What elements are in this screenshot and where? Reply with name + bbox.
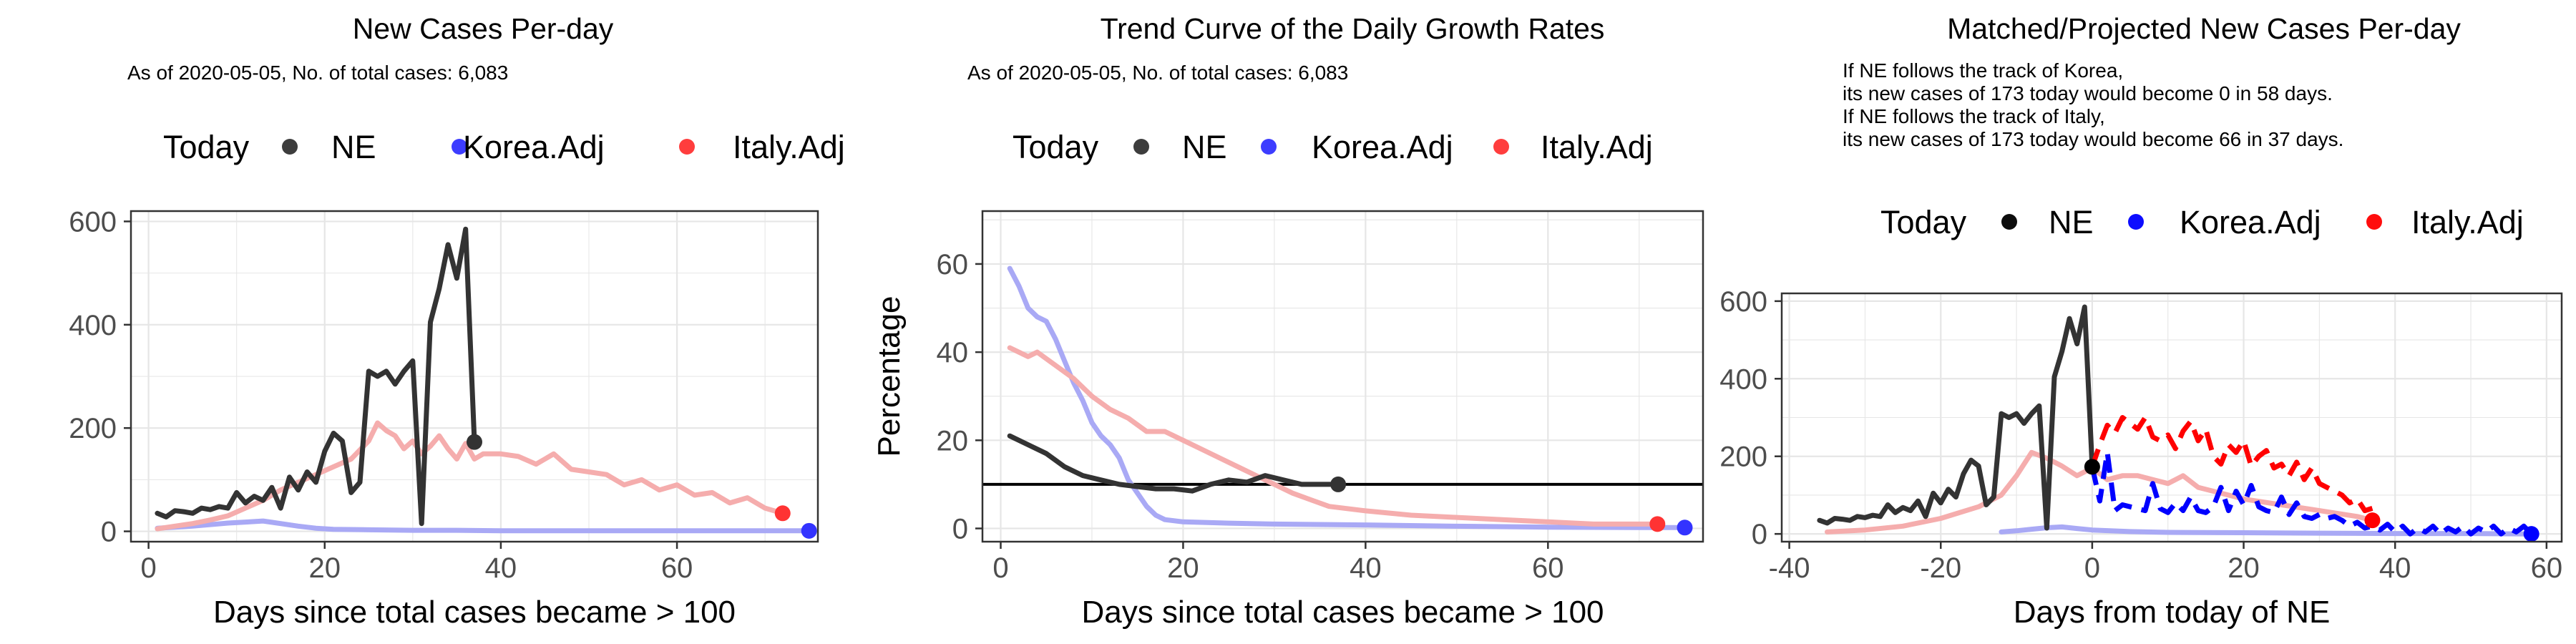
chart-title: New Cases Per-day	[353, 12, 614, 45]
chart-subtitle: As of 2020-05-05, No. of total cases: 6,…	[967, 62, 1348, 84]
x-tick-label: 0	[140, 552, 156, 584]
y-tick-label: 0	[1752, 519, 1767, 550]
x-axis-title: Days since total cases became > 100	[1081, 595, 1604, 630]
legend-label: NE	[2049, 204, 2094, 240]
legend-label: Korea.Adj	[2180, 204, 2321, 240]
panel-border	[1780, 292, 2563, 543]
x-tick-label: 20	[309, 552, 341, 584]
today-marker-italy-adj	[2364, 512, 2381, 529]
legend-label: Korea.Adj	[463, 129, 605, 165]
y-tick-label: 20	[937, 425, 969, 457]
series-line-ne	[155, 226, 477, 527]
legend-marker	[2366, 214, 2382, 230]
projection-note: If NE follows the track of Italy,	[1843, 105, 2105, 127]
x-tick-label: 40	[2379, 552, 2411, 584]
legend-label: Korea.Adj	[1312, 129, 1453, 165]
series-line-ne	[1007, 433, 1341, 494]
series-line-korea-adj-projected-	[2089, 449, 2534, 537]
series-line-italy-adj	[155, 420, 786, 532]
today-marker-italy-adj	[1649, 516, 1666, 532]
series-line-italy-adj-projected-	[2089, 415, 2373, 514]
today-marker-ne	[2084, 459, 2100, 475]
projection-note: If NE follows the track of Korea,	[1843, 59, 2123, 82]
x-tick-label: 40	[485, 552, 517, 584]
y-tick-label: 400	[1719, 364, 1767, 395]
legend-title: Today	[163, 129, 250, 165]
x-tick-label: 60	[1532, 552, 1564, 584]
legend-label: Italy.Adj	[2411, 204, 2524, 240]
legend-marker	[679, 139, 695, 155]
y-tick-label: 0	[952, 514, 968, 545]
y-tick-label: 600	[69, 206, 117, 238]
x-tick-label: -40	[1769, 552, 1810, 584]
y-tick-label: 400	[69, 310, 117, 341]
series-line-italy-adj	[1007, 345, 1660, 527]
grid	[982, 211, 1703, 542]
legend-marker	[452, 139, 467, 155]
chart-title: Trend Curve of the Daily Growth Rates	[1101, 12, 1605, 45]
series-group	[1817, 304, 2534, 537]
x-axis-title: Days since total cases became > 100	[213, 595, 736, 630]
x-tick-label: 0	[2084, 552, 2100, 584]
legend-title: Today	[1880, 204, 1967, 240]
y-tick-label: 200	[69, 413, 117, 444]
series-line-korea-adj	[155, 518, 812, 534]
series-group	[155, 226, 812, 534]
series-group	[1007, 265, 1687, 530]
legend-marker	[1493, 139, 1509, 155]
legend-marker	[2128, 214, 2144, 230]
today-marker-korea-adj	[1677, 519, 1693, 536]
panel-border	[981, 210, 1704, 543]
today-marker-korea-adj	[2523, 526, 2540, 542]
legend-label: NE	[331, 129, 376, 165]
legend-title: Today	[1013, 129, 1099, 165]
x-tick-label: 0	[992, 552, 1008, 584]
series-line-korea-adj-matched-	[1999, 524, 2534, 537]
y-tick-label: 600	[1719, 286, 1767, 318]
legend-marker	[1261, 139, 1277, 155]
y-axis-title: Percentage	[872, 296, 907, 457]
y-tick-label: 0	[101, 517, 117, 548]
x-tick-label: 60	[2531, 552, 2563, 584]
y-tick-label: 40	[937, 337, 969, 369]
x-tick-label: 60	[661, 552, 693, 584]
y-tick-label: 200	[1719, 441, 1767, 473]
legend-marker	[282, 139, 298, 155]
legend-label: Italy.Adj	[733, 129, 845, 165]
x-tick-label: -20	[1920, 552, 1961, 584]
today-marker-ne	[467, 434, 482, 450]
legend-marker	[2001, 214, 2017, 230]
today-marker-ne	[1330, 476, 1347, 492]
today-marker-italy-adj	[774, 505, 791, 522]
panel-border	[130, 210, 819, 543]
series-line-ne	[1817, 304, 2095, 531]
legend-marker	[1133, 139, 1149, 155]
x-tick-label: 20	[1167, 552, 1199, 584]
legend-label: NE	[1182, 129, 1227, 165]
legend-label: Italy.Adj	[1541, 129, 1653, 165]
chart-subtitle: As of 2020-05-05, No. of total cases: 6,…	[127, 62, 508, 84]
series-line-korea-adj	[1007, 265, 1687, 530]
y-tick-label: 60	[937, 249, 969, 280]
projection-note: its new cases of 173 today would become …	[1843, 128, 2343, 150]
projection-note: its new cases of 173 today would become …	[1843, 82, 2333, 104]
x-axis-title: Days from today of NE	[2014, 595, 2331, 630]
today-marker-korea-adj	[801, 522, 817, 539]
x-tick-label: 20	[2228, 552, 2260, 584]
x-tick-label: 40	[1350, 552, 1382, 584]
chart-title: Matched/Projected New Cases Per-day	[1947, 12, 2461, 45]
